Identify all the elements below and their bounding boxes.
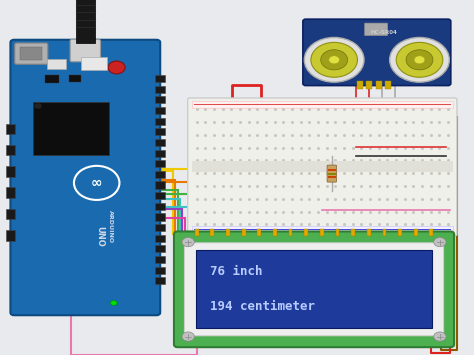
Bar: [336, 229, 339, 236]
Bar: [367, 229, 371, 236]
Bar: [328, 176, 336, 178]
Text: HC-SR04: HC-SR04: [371, 30, 397, 35]
Bar: [155, 171, 165, 178]
Bar: [155, 96, 165, 103]
Bar: [155, 224, 165, 231]
Bar: [155, 139, 165, 146]
Text: 194 centimeter: 194 centimeter: [210, 300, 315, 313]
Bar: [69, 75, 81, 82]
Bar: [328, 173, 336, 175]
Bar: [155, 86, 165, 93]
Bar: [33, 102, 109, 155]
Bar: [196, 250, 432, 328]
Bar: [155, 149, 165, 157]
FancyBboxPatch shape: [10, 40, 160, 315]
Circle shape: [321, 50, 347, 70]
Bar: [20, 47, 42, 60]
Bar: [155, 277, 165, 284]
Bar: [429, 229, 433, 236]
Bar: [273, 229, 277, 236]
Bar: [155, 160, 165, 167]
Bar: [6, 187, 15, 198]
Bar: [195, 229, 199, 236]
FancyBboxPatch shape: [70, 39, 100, 62]
Bar: [385, 81, 391, 89]
Circle shape: [329, 56, 339, 64]
Bar: [155, 245, 165, 252]
Bar: [351, 229, 355, 236]
Bar: [320, 229, 324, 236]
Circle shape: [406, 50, 433, 70]
Circle shape: [304, 37, 364, 82]
Bar: [155, 213, 165, 220]
Bar: [226, 229, 230, 236]
Text: UNO: UNO: [95, 226, 104, 247]
Circle shape: [311, 42, 357, 77]
FancyBboxPatch shape: [303, 19, 451, 86]
Bar: [383, 229, 386, 236]
Circle shape: [182, 237, 194, 247]
FancyBboxPatch shape: [188, 98, 457, 236]
Circle shape: [390, 37, 449, 82]
Bar: [376, 81, 382, 89]
Bar: [155, 192, 165, 199]
Bar: [289, 229, 292, 236]
Circle shape: [74, 166, 119, 200]
Bar: [155, 118, 165, 125]
Bar: [192, 226, 453, 233]
Bar: [155, 203, 165, 210]
Bar: [76, 0, 95, 43]
Text: ∞: ∞: [91, 176, 102, 190]
Bar: [6, 124, 15, 134]
Bar: [6, 145, 15, 155]
Circle shape: [182, 332, 194, 341]
Bar: [6, 166, 15, 177]
Bar: [6, 209, 15, 219]
FancyBboxPatch shape: [174, 231, 454, 347]
Text: ARDUINO: ARDUINO: [109, 209, 113, 242]
Circle shape: [110, 300, 117, 305]
Bar: [155, 107, 165, 114]
Bar: [210, 229, 214, 236]
Bar: [242, 229, 246, 236]
Bar: [366, 81, 372, 89]
Bar: [155, 181, 165, 189]
Bar: [155, 267, 165, 274]
Bar: [328, 169, 336, 171]
FancyBboxPatch shape: [184, 243, 444, 336]
Circle shape: [434, 237, 446, 247]
Bar: [398, 229, 402, 236]
Circle shape: [396, 42, 443, 77]
Circle shape: [108, 61, 125, 74]
Bar: [155, 235, 165, 242]
Bar: [192, 162, 453, 172]
FancyBboxPatch shape: [327, 165, 337, 182]
Bar: [81, 57, 107, 70]
Bar: [192, 101, 453, 108]
Circle shape: [34, 103, 42, 109]
Circle shape: [434, 332, 446, 341]
Bar: [414, 229, 418, 236]
Bar: [155, 256, 165, 263]
FancyBboxPatch shape: [15, 43, 48, 64]
Text: 76 inch: 76 inch: [210, 265, 263, 278]
Bar: [357, 81, 363, 89]
Bar: [155, 128, 165, 135]
Bar: [257, 229, 261, 236]
Bar: [6, 230, 15, 241]
Bar: [155, 75, 165, 82]
Bar: [47, 59, 66, 69]
FancyBboxPatch shape: [365, 23, 388, 36]
Bar: [304, 229, 308, 236]
Bar: [45, 75, 59, 83]
Circle shape: [414, 56, 425, 64]
